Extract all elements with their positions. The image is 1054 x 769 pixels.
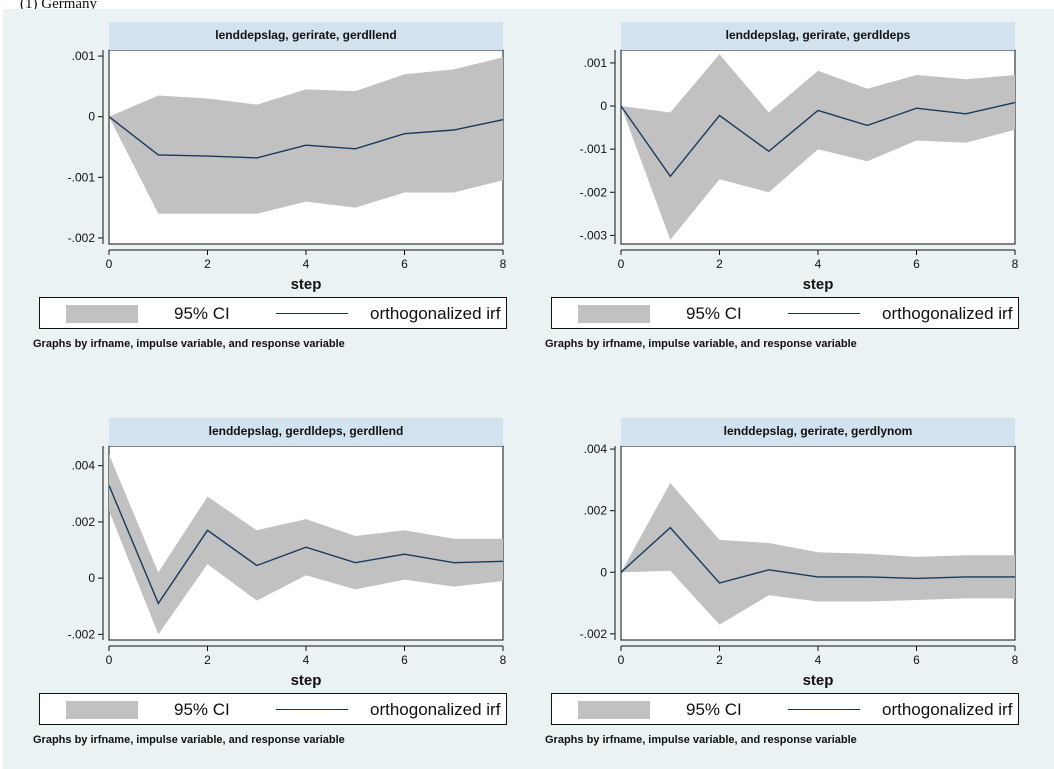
- y-tick-label: .004: [72, 459, 96, 473]
- irf-line-sample: [276, 313, 348, 314]
- irf-line: [620, 101, 1016, 178]
- panel-title: lenddepslag, gerdldeps, gerdllend: [209, 424, 404, 438]
- page-top-cut-text: (1) Germany: [20, 0, 98, 9]
- x-tick-label: 8: [500, 653, 507, 667]
- irf-line-sample: [788, 313, 860, 314]
- y-tick-label: -.002: [68, 627, 96, 641]
- x-axis-label: step: [803, 672, 834, 689]
- x-tick-label: 8: [1012, 653, 1019, 667]
- x-tick-label: 0: [106, 653, 113, 667]
- legend-irf-label: orthogonalized irf: [370, 304, 501, 323]
- y-tick-label: 0: [88, 110, 95, 124]
- graph-note: Graphs by irfname, impulse variable, and…: [545, 338, 857, 350]
- title-strip: [109, 22, 503, 50]
- irf-chart-2: lenddepslag, gerirate, gerdldeps .001 0 -.0…: [580, 22, 1019, 293]
- irf-panel-1: lenddepslag, gerirate, gerdllend .001 0 -.0…: [27, 20, 513, 352]
- ci-swatch: [66, 305, 138, 323]
- y-tick-label: 0: [600, 99, 607, 113]
- title-strip: [109, 418, 503, 446]
- x-tick-label: 2: [204, 653, 211, 667]
- irf-chart-4: lenddepslag, gerirate, gerdlynom .004 .002…: [580, 418, 1019, 689]
- ci-band: [621, 54, 1015, 240]
- x-axis-label: step: [803, 276, 834, 293]
- irf-panel-2: lenddepslag, gerirate, gerdldeps .001 0 -.0…: [539, 20, 1025, 352]
- x-tick-label: 6: [401, 653, 408, 667]
- legend: 95% CI orthogonalized irf: [39, 297, 507, 329]
- legend-ci-label: 95% CI: [174, 304, 230, 323]
- irf-panel-4: lenddepslag, gerirate, gerdlynom .004 .002…: [539, 416, 1025, 748]
- x-tick-label: 8: [1012, 257, 1019, 271]
- legend: 95% CI orthogonalized irf: [39, 693, 507, 725]
- x-tick-label: 6: [401, 257, 408, 271]
- irf-line: [108, 116, 504, 159]
- title-strip: [621, 22, 1015, 50]
- y-tick-label: .004: [584, 442, 608, 456]
- x-tick-label: 8: [500, 257, 507, 271]
- title-strip: [621, 418, 1015, 446]
- y-tick-label: -.002: [580, 185, 608, 199]
- x-tick-label: 4: [303, 653, 310, 667]
- irf-chart-3: lenddepslag, gerdldeps, gerdllend .004 .00…: [68, 418, 507, 689]
- y-tick-label: .002: [72, 515, 96, 529]
- y-tick-label: -.002: [580, 627, 608, 641]
- legend-irf-label: orthogonalized irf: [882, 304, 1013, 323]
- x-tick-label: 4: [303, 257, 310, 271]
- ci-swatch: [578, 701, 650, 719]
- y-tick-label: -.003: [580, 228, 608, 242]
- y-tick-label: 0: [88, 571, 95, 585]
- y-tick-label: -.001: [580, 142, 608, 156]
- y-tick-label: .002: [584, 504, 608, 518]
- x-tick-label: 4: [815, 653, 822, 667]
- ci-band: [621, 483, 1015, 625]
- x-tick-label: 2: [204, 257, 211, 271]
- x-tick-label: 2: [716, 653, 723, 667]
- irf-chart-1: lenddepslag, gerirate, gerdllend .001 0 -.0…: [68, 22, 507, 293]
- legend-ci-label: 95% CI: [686, 700, 742, 719]
- graph-note: Graphs by irfname, impulse variable, and…: [33, 338, 345, 350]
- irf-line-sample: [276, 709, 348, 710]
- legend: 95% CI orthogonalized irf: [551, 297, 1019, 329]
- panel-title: lenddepslag, gerirate, gerdllend: [215, 28, 396, 42]
- graph-note: Graphs by irfname, impulse variable, and…: [33, 734, 345, 746]
- irf-panel-3: lenddepslag, gerdldeps, gerdllend .004 .00…: [27, 416, 513, 748]
- legend-ci-label: 95% CI: [686, 304, 742, 323]
- x-tick-label: 2: [716, 257, 723, 271]
- x-axis-label: step: [291, 276, 322, 293]
- y-tick-label: .001: [584, 56, 608, 70]
- y-tick-label: 0: [600, 565, 607, 579]
- legend-ci-label: 95% CI: [174, 700, 230, 719]
- x-tick-label: 0: [618, 653, 625, 667]
- legend: 95% CI orthogonalized irf: [551, 693, 1019, 725]
- ci-band: [109, 57, 503, 214]
- x-axis-label: step: [291, 672, 322, 689]
- x-tick-label: 4: [815, 257, 822, 271]
- legend-irf-label: orthogonalized irf: [370, 700, 501, 719]
- irf-line: [620, 526, 1015, 584]
- ci-band: [109, 454, 503, 635]
- panel-title: lenddepslag, gerirate, gerdlynom: [724, 424, 913, 438]
- panel-title: lenddepslag, gerirate, gerdldeps: [726, 28, 911, 42]
- y-tick-label: .001: [72, 49, 96, 63]
- ci-swatch: [578, 305, 650, 323]
- x-tick-label: 0: [618, 257, 625, 271]
- irf-line: [108, 485, 504, 605]
- x-tick-label: 0: [106, 257, 113, 271]
- irf-line-sample: [788, 709, 860, 710]
- y-tick-label: -.002: [68, 231, 96, 245]
- y-tick-label: -.001: [68, 170, 96, 184]
- figure-canvas: lenddepslag, gerirate, gerdllend .001 0 -.0…: [3, 9, 1054, 769]
- x-tick-label: 6: [913, 653, 920, 667]
- x-tick-label: 6: [913, 257, 920, 271]
- legend-irf-label: orthogonalized irf: [882, 700, 1013, 719]
- graph-note: Graphs by irfname, impulse variable, and…: [545, 734, 857, 746]
- ci-swatch: [66, 701, 138, 719]
